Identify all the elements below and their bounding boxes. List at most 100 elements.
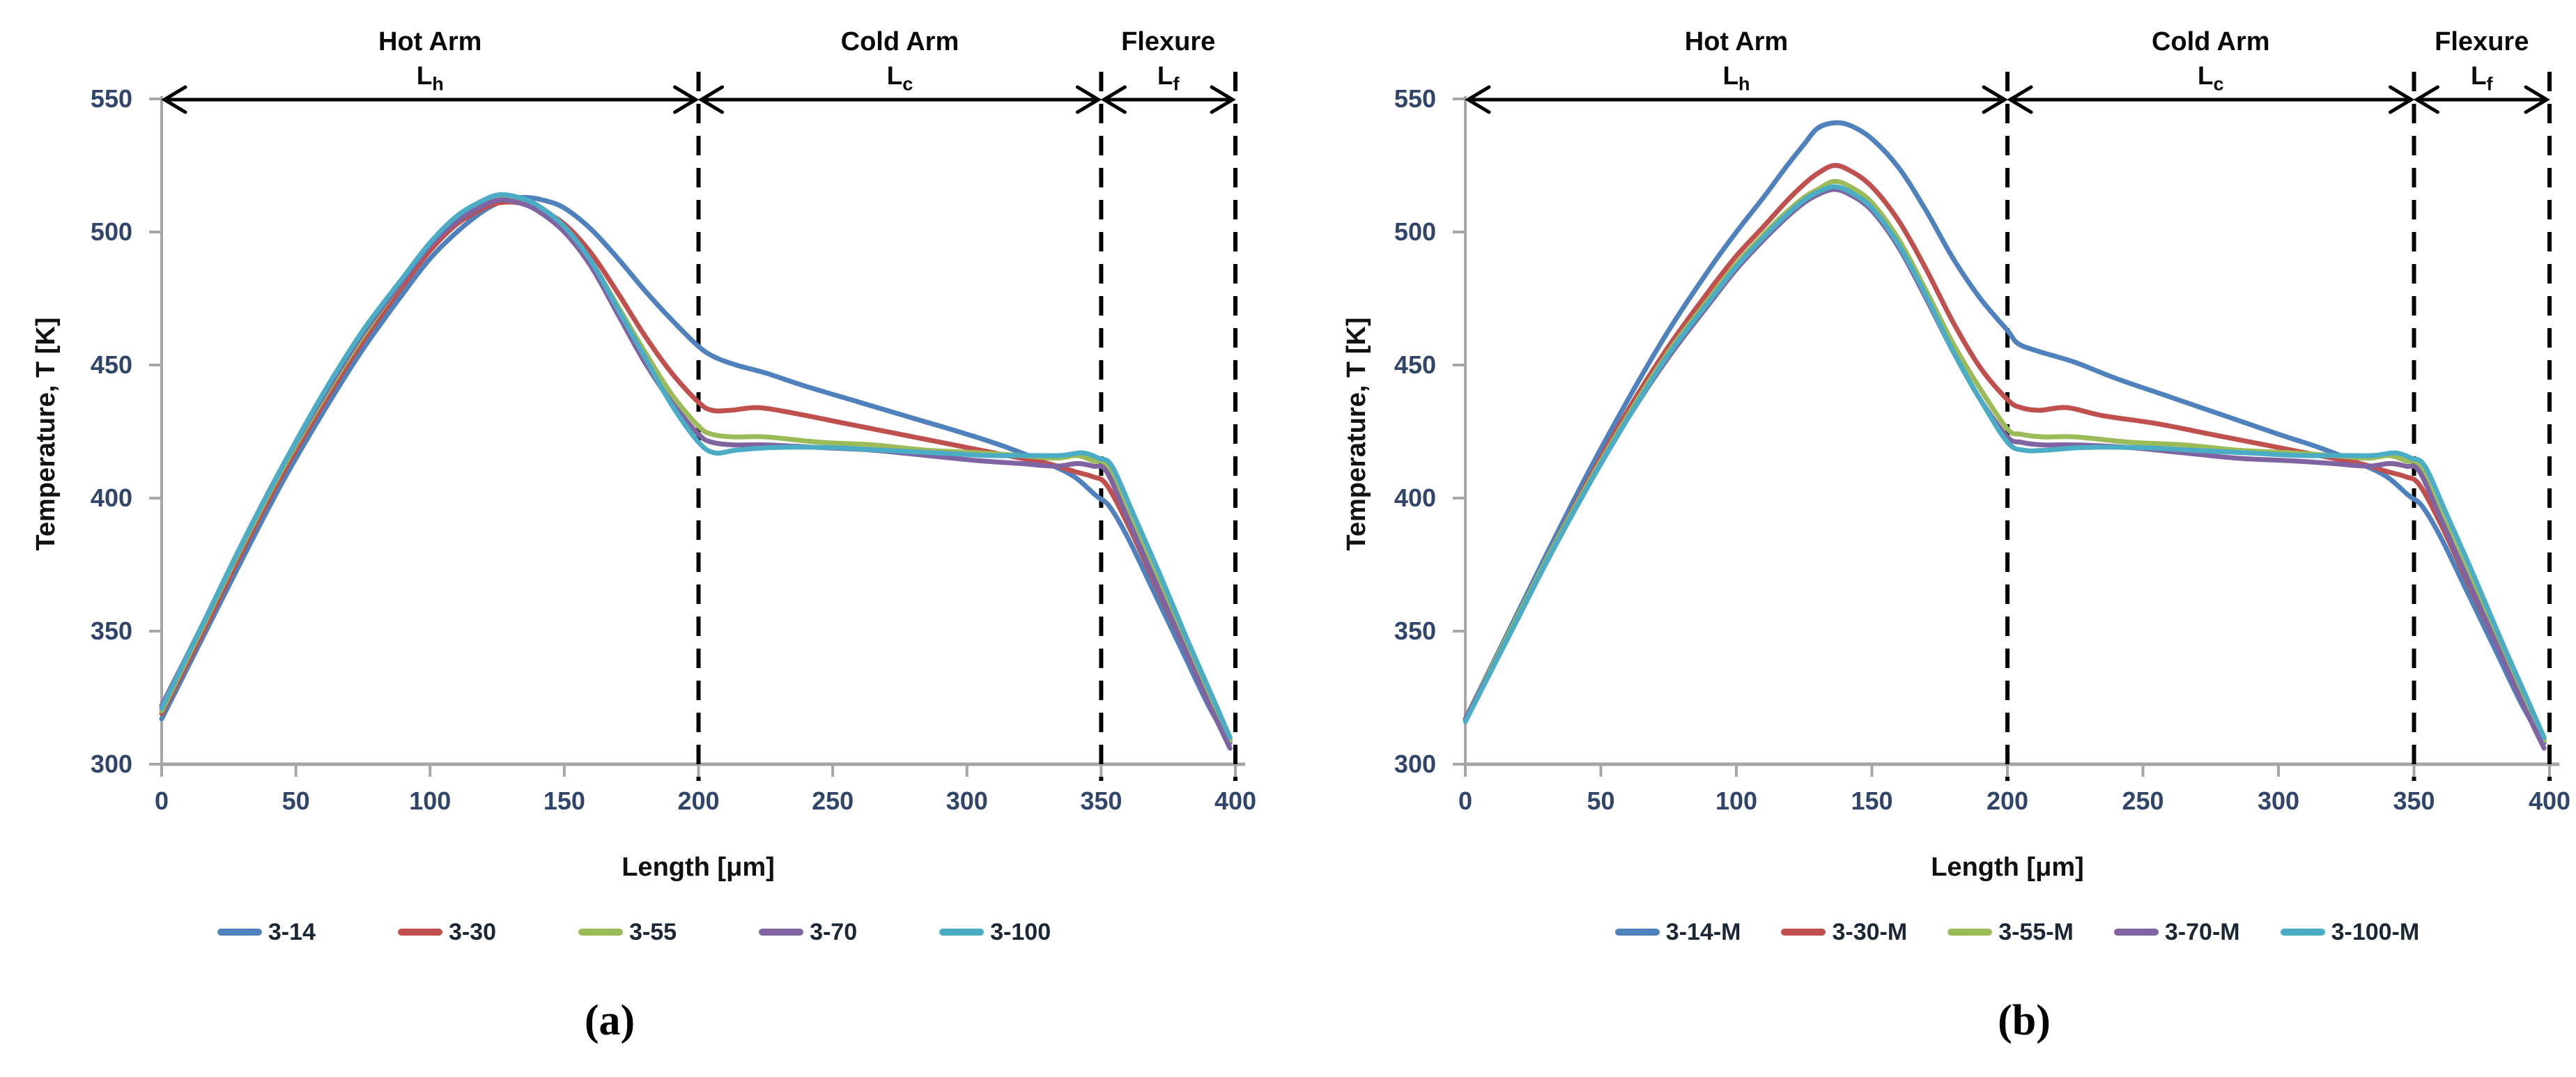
- y-tick-label-b: 550: [1394, 84, 1436, 113]
- x-tick-label-b: 50: [1587, 787, 1615, 815]
- arrowhead-right-b-2: [2524, 85, 2550, 114]
- x-tick-label-a: 250: [812, 787, 854, 815]
- y-tick-label-a: 400: [90, 483, 132, 512]
- legend-label-3-70-M: 3-70-M: [2164, 918, 2240, 945]
- arrowhead-left-b-0: [1465, 85, 1491, 114]
- x-tick-label-a: 150: [543, 787, 585, 815]
- legend-item-3-14-M: 3-14-M: [1614, 918, 1741, 946]
- x-tick-label-b: 250: [2122, 787, 2164, 815]
- arrowhead-right-a-1: [1075, 85, 1102, 114]
- y-tick-label-a: 350: [90, 617, 132, 645]
- arrowhead-left-a-0: [161, 85, 187, 114]
- x-axis-title-b: Length [μm]: [1931, 853, 2084, 882]
- legend-item-3-70: 3-70: [759, 919, 857, 946]
- legend-swatch-3-70-M: [2113, 929, 2159, 936]
- region-dimension-a-0: Lh: [416, 61, 444, 95]
- legend-item-3-14: 3-14: [217, 919, 316, 946]
- region-label-b-2: Flexure: [2435, 27, 2529, 56]
- legend-a: 3-14 3-30 3-55 3-70 3-100: [91, 914, 1178, 950]
- y-tick-label-b: 400: [1394, 483, 1436, 512]
- region-label-b-1: Cold Arm: [2151, 27, 2270, 56]
- arrowhead-left-a-1: [697, 85, 724, 114]
- legend-item-3-55-M: 3-55-M: [1948, 919, 2074, 946]
- x-tick-label-a: 200: [677, 787, 720, 815]
- legend-item-3-30: 3-30: [397, 918, 497, 946]
- y-tick-label-a: 300: [90, 750, 132, 778]
- legend-label-3-55: 3-55: [629, 918, 677, 945]
- x-tick-label-b: 150: [1851, 787, 1893, 815]
- x-tick-label-b: 200: [1986, 787, 2029, 815]
- legend-label-3-30: 3-30: [448, 918, 497, 945]
- x-tick-label-b: 350: [2393, 787, 2435, 815]
- series-line-3-100-M: [1463, 184, 2547, 741]
- y-tick-label-b: 450: [1394, 350, 1436, 379]
- legend-swatch-3-30-M: [1781, 929, 1826, 936]
- legend-b: 3-14-M 3-30-M 3-55-M 3-70-M 3-100-M: [1474, 914, 2561, 950]
- arrowhead-right-a-0: [673, 85, 700, 114]
- arrowhead-right-a-2: [1210, 85, 1236, 114]
- x-tick-label-a: 400: [1214, 787, 1257, 815]
- region-label-a-1: Cold Arm: [840, 27, 959, 56]
- y-tick-label-b: 500: [1394, 217, 1436, 246]
- region-label-a-0: Hot Arm: [378, 27, 482, 56]
- region-label-a-2: Flexure: [1121, 27, 1216, 56]
- legend-label-3-14: 3-14: [268, 918, 316, 945]
- x-axis-title-a: Length [μm]: [622, 853, 775, 882]
- legend-label-3-100: 3-100: [990, 918, 1051, 945]
- legend-swatch-3-55: [578, 929, 624, 936]
- panel-caption-a: (a): [584, 997, 635, 1044]
- y-tick-label-a: 450: [90, 350, 132, 379]
- arrowhead-right-b-1: [2389, 85, 2415, 114]
- legend-swatch-3-100-M: [2280, 929, 2325, 936]
- x-tick-label-a: 350: [1080, 787, 1123, 815]
- legend-label-3-55-M: 3-55-M: [1998, 918, 2074, 945]
- series-line-3-30-M: [1463, 162, 2547, 743]
- y-axis-title-a: Temperature, T [K]: [31, 317, 61, 551]
- x-tick-label-a: 300: [946, 787, 988, 815]
- series-line-3-14-M: [1463, 120, 2547, 745]
- y-tick-label-b: 300: [1394, 750, 1436, 778]
- legend-label-3-30-M: 3-30-M: [1832, 918, 1908, 945]
- y-axis-title-b: Temperature, T [K]: [1342, 317, 1371, 551]
- legend-label-3-14-M: 3-14-M: [1665, 918, 1741, 945]
- region-dimension-b-1: Lc: [2197, 61, 2224, 95]
- arrowhead-left-b-1: [2007, 85, 2033, 114]
- x-tick-label-b: 0: [1458, 787, 1473, 815]
- legend-swatch-3-14-M: [1614, 929, 1660, 936]
- legend-item-3-55: 3-55: [578, 919, 677, 946]
- series-line-3-14: [159, 194, 1233, 745]
- x-tick-label-b: 300: [2257, 787, 2300, 815]
- x-tick-label-a: 0: [154, 787, 169, 815]
- x-tick-label-a: 50: [281, 787, 310, 815]
- legend-swatch-3-30: [397, 929, 442, 936]
- arrowhead-left-a-2: [1100, 85, 1127, 114]
- legend-label-3-100-M: 3-100-M: [2331, 918, 2420, 945]
- legend-item-3-30-M: 3-30-M: [1781, 919, 1907, 946]
- legend-swatch-3-14: [217, 929, 262, 936]
- series-line-3-55-M: [1463, 178, 2547, 743]
- legend-item-3-100-M: 3-100-M: [2280, 918, 2420, 946]
- panel-caption-b: (b): [1998, 997, 2051, 1044]
- region-dimension-b-0: Lh: [1722, 61, 1750, 95]
- y-tick-label-a: 500: [90, 217, 132, 246]
- region-dimension-a-2: Lf: [1157, 61, 1180, 95]
- y-tick-label-b: 350: [1394, 617, 1436, 645]
- arrowhead-right-b-0: [1982, 85, 2008, 114]
- x-tick-label-a: 100: [409, 787, 452, 815]
- legend-label-3-70: 3-70: [810, 918, 858, 945]
- legend-swatch-3-70: [759, 929, 804, 936]
- series-line-3-30: [159, 199, 1233, 743]
- x-tick-label-b: 400: [2528, 787, 2571, 815]
- x-tick-label-b: 100: [1715, 787, 1758, 815]
- region-dimension-a-1: Lc: [886, 61, 913, 95]
- legend-swatch-3-100: [939, 929, 985, 936]
- legend-item-3-100: 3-100: [939, 919, 1051, 946]
- legend-swatch-3-55-M: [1948, 929, 1993, 936]
- region-dimension-b-2: Lf: [2470, 61, 2493, 95]
- arrowhead-left-b-2: [2413, 85, 2439, 114]
- legend-item-3-70-M: 3-70-M: [2113, 918, 2240, 946]
- series-line-3-100: [159, 192, 1233, 741]
- y-tick-label-a: 550: [90, 84, 132, 113]
